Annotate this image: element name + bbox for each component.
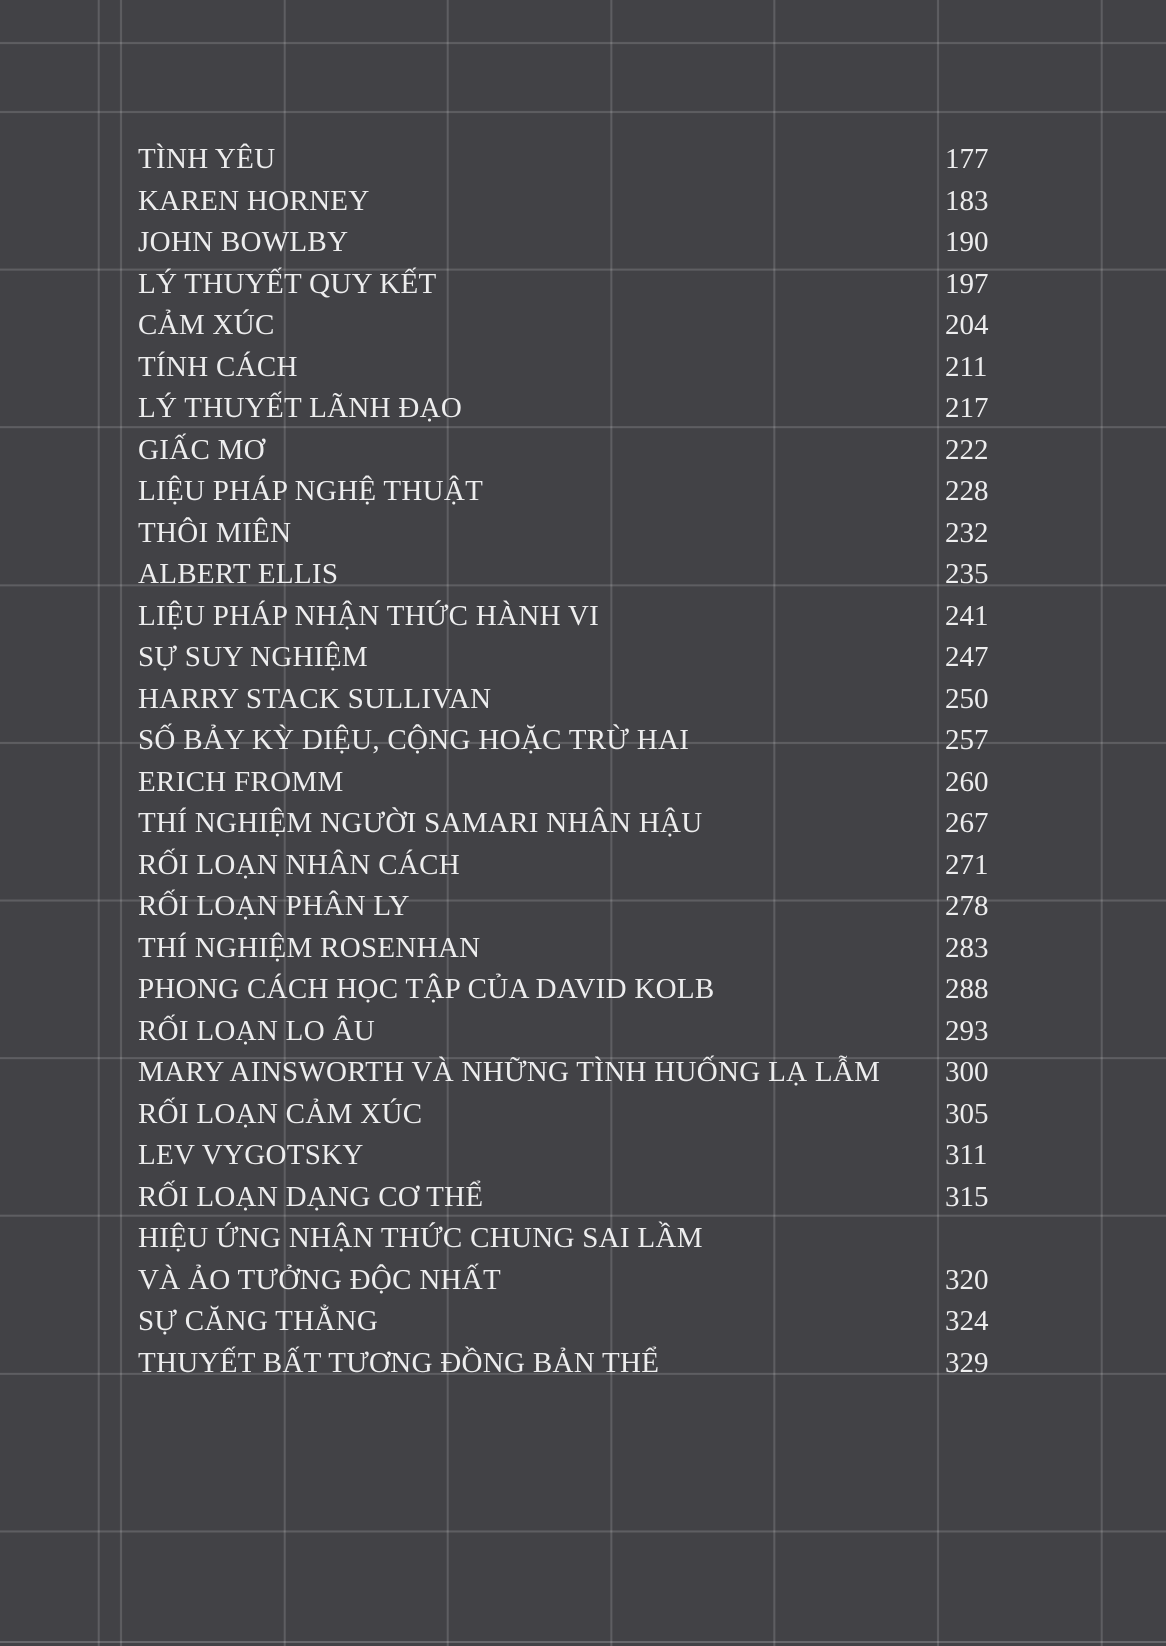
toc-entry-row: THÔI MIÊN 232 <box>0 513 1166 555</box>
toc-entry-page-number: 305 <box>945 1097 989 1130</box>
toc-entry-page-number: 311 <box>945 1139 988 1171</box>
toc-entry-title: HIỆU ỨNG NHẬN THỨC CHUNG SAI LẦM <box>138 1222 703 1254</box>
toc-entry-page-number: 217 <box>945 392 989 424</box>
toc-entry-page-number: 271 <box>945 848 989 881</box>
toc-entry-row: LIỆU PHÁP NHẬN THỨC HÀNH VI 241 <box>0 596 1166 638</box>
toc-entry-title: THÔI MIÊN <box>138 516 292 549</box>
toc-entry-row: RỐI LOẠN DẠNG CƠ THỂ 315 <box>0 1177 1166 1219</box>
toc-entry-page-number: 211 <box>945 350 988 383</box>
toc-entry-row: LÝ THUYẾT QUY KẾT 197 <box>0 264 1166 306</box>
toc-entry-title: RỐI LOẠN CẢM XÚC <box>138 1097 423 1130</box>
toc-entry-page-number: 320 <box>945 1263 989 1296</box>
toc-entry-row: LÝ THUYẾT LÃNH ĐẠO 217 <box>0 388 1166 430</box>
toc-entry-page-number: 293 <box>945 1014 989 1047</box>
toc-entry-page-number: 197 <box>945 267 989 300</box>
toc-entry-row: JOHN BOWLBY 190 <box>0 222 1166 264</box>
toc-entry-row: THÍ NGHIỆM ROSENHAN 283 <box>0 928 1166 970</box>
toc-entry-row: ALBERT ELLIS 235 <box>0 554 1166 596</box>
toc-entry-title: LIỆU PHÁP NGHỆ THUẬT <box>138 475 484 507</box>
toc-entry-row: LIỆU PHÁP NGHỆ THUẬT 228 <box>0 471 1166 513</box>
toc-entry-title: ALBERT ELLIS <box>138 558 339 590</box>
toc-entry-row: THUYẾT BẤT TƯƠNG ĐỒNG BẢN THỂ 329 <box>0 1343 1166 1385</box>
toc-entry-title: GIẤC MƠ <box>138 433 265 466</box>
toc-entry-row: TÌNH YÊU 177 <box>0 139 1166 181</box>
toc-entry-row: CẢM XÚC 204 <box>0 305 1166 347</box>
toc-entry-title: LIỆU PHÁP NHẬN THỨC HÀNH VI <box>138 599 600 632</box>
toc-entry-title: RỐI LOẠN NHÂN CÁCH <box>138 848 460 881</box>
toc-entry-row: SỐ BẢY KỲ DIỆU, CỘNG HOẶC TRỪ HAI 257 <box>0 720 1166 762</box>
toc-entry-row: ERICH FROMM 260 <box>0 762 1166 804</box>
toc-entry-title: HARRY STACK SULLIVAN <box>138 682 492 715</box>
toc-entry-title: TÌNH YÊU <box>138 143 276 175</box>
toc-entry-title: LÝ THUYẾT QUY KẾT <box>138 267 437 300</box>
toc-entry-page-number: 250 <box>945 682 989 715</box>
toc-entry-page-number: 177 <box>945 143 989 175</box>
toc-entry-title: LEV VYGOTSKY <box>138 1139 364 1171</box>
toc-entry-row: MARY AINSWORTH VÀ NHỮNG TÌNH HUỐNG LẠ LẪ… <box>0 1052 1166 1094</box>
toc-entry-title: JOHN BOWLBY <box>138 226 349 258</box>
toc-entry-title: SỐ BẢY KỲ DIỆU, CỘNG HOẶC TRỪ HAI <box>138 724 690 756</box>
toc-entry-title: RỐI LOẠN DẠNG CƠ THỂ <box>138 1180 484 1213</box>
toc-entry-row: RỐI LOẠN NHÂN CÁCH 271 <box>0 845 1166 887</box>
toc-entry-row: RỐI LOẠN LO ÂU 293 <box>0 1011 1166 1053</box>
toc-entry-title: SỰ SUY NGHIỆM <box>138 641 368 673</box>
toc-entry-page-number: 241 <box>945 599 989 632</box>
toc-entry-row: VÀ ẢO TƯỞNG ĐỘC NHẤT 320 <box>0 1260 1166 1302</box>
toc-entry-row: SỰ SUY NGHIỆM 247 <box>0 637 1166 679</box>
toc-entry-title: RỐI LOẠN PHÂN LY <box>138 890 410 922</box>
toc-entry-title: KAREN HORNEY <box>138 184 370 217</box>
toc-entry-title: THÍ NGHIỆM NGƯỜI SAMARI NHÂN HẬU <box>138 807 703 839</box>
toc-entry-title: SỰ CĂNG THẲNG <box>138 1305 379 1337</box>
toc-entry-page-number: 329 <box>945 1346 989 1379</box>
toc-entry-row: RỐI LOẠN PHÂN LY 278 <box>0 886 1166 928</box>
toc-entry-page-number: 228 <box>945 475 989 507</box>
toc-entry-row: THÍ NGHIỆM NGƯỜI SAMARI NHÂN HẬU 267 <box>0 803 1166 845</box>
toc-entry-row: LEV VYGOTSKY 311 <box>0 1135 1166 1177</box>
toc-entry-row: PHONG CÁCH HỌC TẬP CỦA DAVID KOLB 288 <box>0 969 1166 1011</box>
toc-entry-title: RỐI LOẠN LO ÂU <box>138 1014 375 1047</box>
toc-entry-page-number: 288 <box>945 973 989 1005</box>
toc-entry-title: TÍNH CÁCH <box>138 350 298 383</box>
toc-entry-page-number: 222 <box>945 433 989 466</box>
toc-entry-title: MARY AINSWORTH VÀ NHỮNG TÌNH HUỐNG LẠ LẪ… <box>138 1056 881 1088</box>
toc-entry-page-number: 257 <box>945 724 989 756</box>
toc-entry-title: THÍ NGHIỆM ROSENHAN <box>138 931 481 964</box>
toc-entry-page-number: 235 <box>945 558 989 590</box>
toc-entry-page-number: 315 <box>945 1180 989 1213</box>
toc-entry-row: RỐI LOẠN CẢM XÚC 305 <box>0 1094 1166 1136</box>
toc-entry-row: KAREN HORNEY 183 <box>0 181 1166 223</box>
toc-entry-page-number: 204 <box>945 309 989 341</box>
toc-entry-page-number: 283 <box>945 931 989 964</box>
toc-entry-title: VÀ ẢO TƯỞNG ĐỘC NHẤT <box>138 1263 502 1296</box>
toc-entry-page-number: 278 <box>945 890 989 922</box>
toc-entry-title: CẢM XÚC <box>138 309 275 341</box>
table-of-contents-list: TÌNH YÊU 177 KAREN HORNEY 183 JOHN BOWLB… <box>0 139 1166 1384</box>
toc-entry-page-number: 267 <box>945 807 989 839</box>
toc-entry-row: HARRY STACK SULLIVAN 250 <box>0 679 1166 721</box>
toc-entry-row: GIẤC MƠ 222 <box>0 430 1166 472</box>
bottom-grid-line <box>0 1641 1166 1643</box>
toc-entry-title: PHONG CÁCH HỌC TẬP CỦA DAVID KOLB <box>138 973 715 1005</box>
toc-entry-title: LÝ THUYẾT LÃNH ĐẠO <box>138 392 463 424</box>
toc-entry-page-number: 300 <box>945 1056 989 1088</box>
toc-entry-row: SỰ CĂNG THẲNG 324 <box>0 1301 1166 1343</box>
toc-entry-page-number: 232 <box>945 516 989 549</box>
toc-entry-page-number: 247 <box>945 641 989 673</box>
toc-entry-page-number: 190 <box>945 226 989 258</box>
toc-entry-page-number: 183 <box>945 184 989 217</box>
toc-entry-page-number: 324 <box>945 1305 989 1337</box>
toc-entry-title: ERICH FROMM <box>138 765 344 798</box>
toc-entry-row: HIỆU ỨNG NHẬN THỨC CHUNG SAI LẦM <box>0 1218 1166 1260</box>
toc-entry-row: TÍNH CÁCH 211 <box>0 347 1166 389</box>
toc-entry-page-number: 260 <box>945 765 989 798</box>
toc-entry-title: THUYẾT BẤT TƯƠNG ĐỒNG BẢN THỂ <box>138 1346 660 1379</box>
